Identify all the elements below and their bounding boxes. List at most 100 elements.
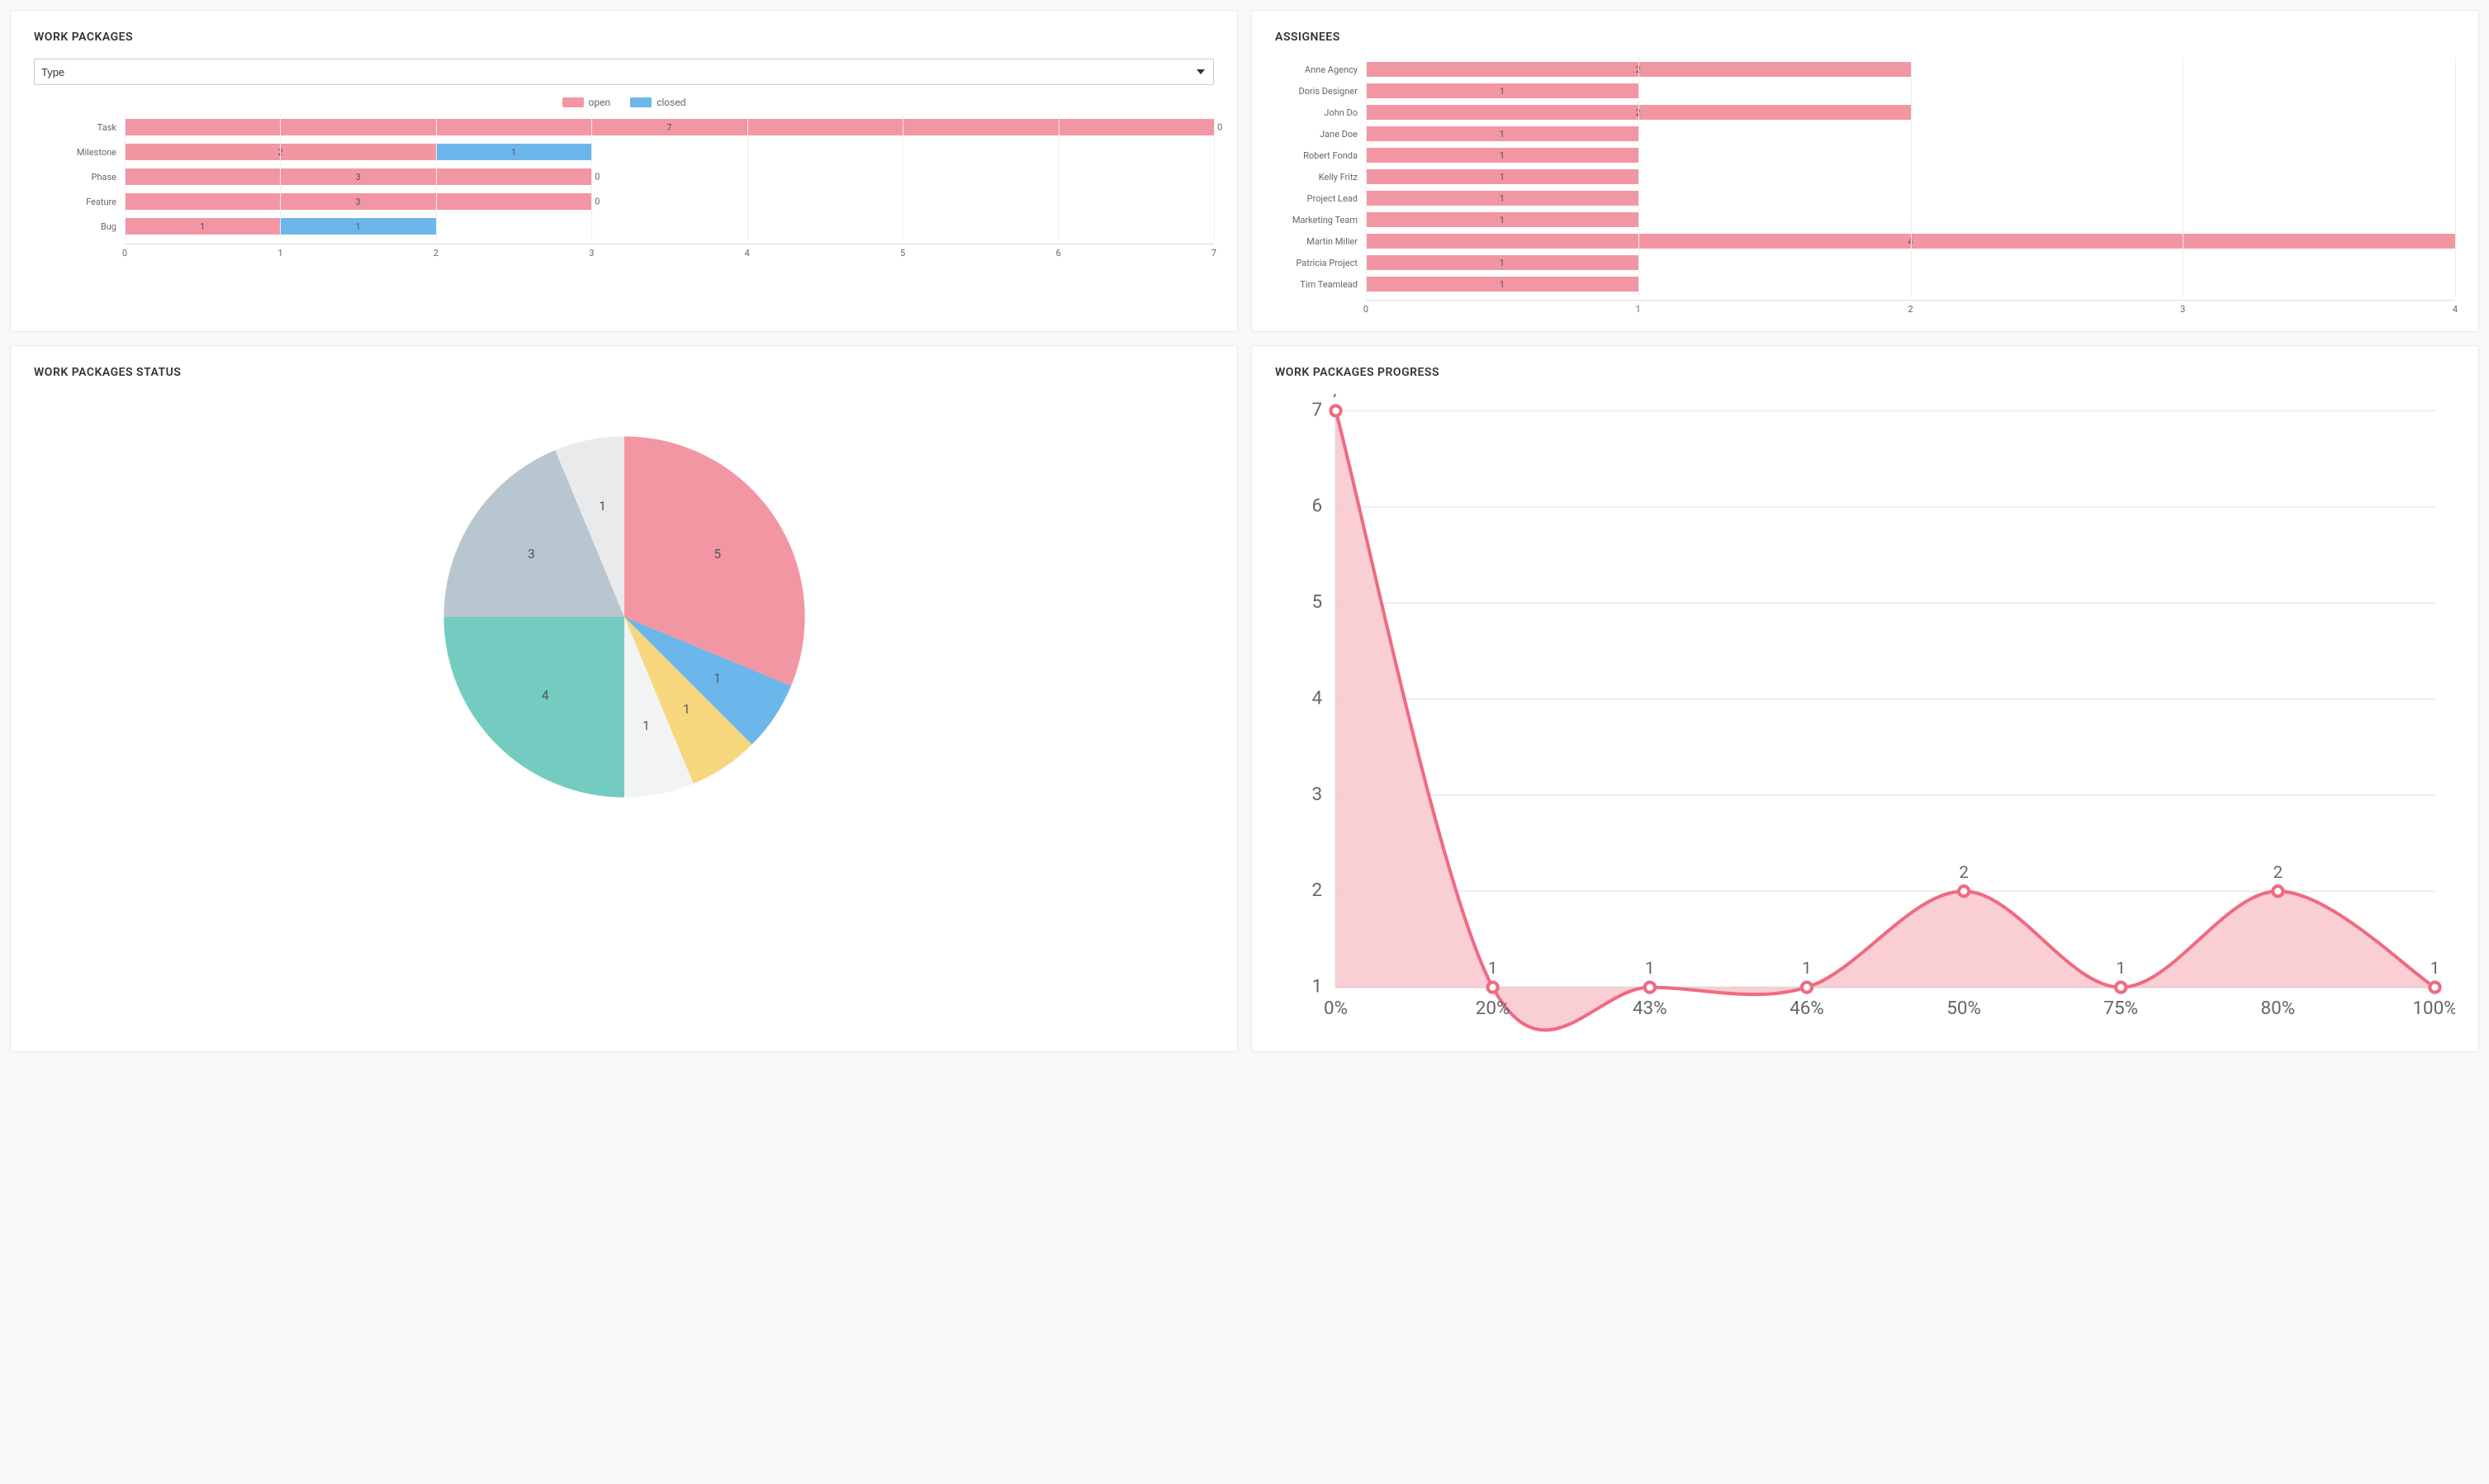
- hbar-track: 1: [1366, 126, 2455, 141]
- hbar-row[interactable]: John Do2: [1275, 102, 2455, 123]
- hbar-row-label: Doris Designer: [1275, 86, 1366, 97]
- hbar-row-label: Phase: [34, 172, 125, 183]
- hbar-row[interactable]: Project Lead1: [1275, 187, 2455, 209]
- x-axis-tick: 1: [277, 248, 282, 258]
- line-point[interactable]: [2273, 886, 2283, 896]
- y-axis-tick: 4: [1312, 687, 1323, 709]
- panel-status: WORK PACKAGES STATUS 5111431: [10, 345, 1238, 1052]
- hbar-row[interactable]: Patricia Project1: [1275, 252, 2455, 273]
- x-axis-tick: 80%: [2261, 998, 2296, 1019]
- x-axis-tick: 5: [900, 248, 905, 258]
- hbar-track: 30: [125, 193, 1214, 210]
- x-axis-tick: 7: [1211, 248, 1216, 258]
- work-packages-legend: open closed: [34, 97, 1214, 108]
- hbar-track: 11: [125, 218, 1214, 235]
- hbar-segment[interactable]: 1: [1366, 126, 1638, 141]
- hbar-segment-closed[interactable]: 1: [436, 144, 591, 160]
- hbar-row[interactable]: Jane Doe1: [1275, 123, 2455, 145]
- hbar-row-label: Martin Miller: [1275, 236, 1366, 247]
- line-point-label: 1: [1488, 958, 1497, 978]
- assignees-chart: Anne Agency2Doris Designer1John Do2Jane …: [1275, 59, 2455, 315]
- hbar-segment[interactable]: 1: [1366, 255, 1638, 270]
- hbar-row-label: Milestone: [34, 147, 125, 158]
- hbar-segment[interactable]: 1: [1366, 148, 1638, 163]
- hbar-row-label: Patricia Project: [1275, 258, 1366, 268]
- hbar-track: 1: [1366, 83, 2455, 98]
- pie-slice-label: 4: [541, 688, 548, 703]
- x-axis-tick: 4: [745, 248, 750, 258]
- status-pie-chart: 5111431: [401, 394, 847, 840]
- x-axis-tick: 75%: [2103, 998, 2138, 1019]
- legend-label: open: [589, 97, 611, 108]
- hbar-segment-open[interactable]: 1: [125, 218, 280, 235]
- line-point[interactable]: [2116, 982, 2126, 992]
- hbar-row[interactable]: Tim Teamlead1: [1275, 273, 2455, 295]
- hbar-row[interactable]: Kelly Fritz1: [1275, 166, 2455, 187]
- hbar-segment-closed[interactable]: 1: [280, 218, 435, 235]
- x-axis-tick: 46%: [1790, 998, 1824, 1019]
- line-point[interactable]: [1645, 982, 1655, 992]
- legend-swatch-open: [562, 97, 584, 107]
- panel-title: WORK PACKAGES: [34, 31, 1214, 44]
- x-axis-tick: 100%: [2412, 998, 2455, 1019]
- hbar-segment[interactable]: 1: [1366, 277, 1638, 292]
- hbar-segment[interactable]: 1: [1366, 169, 1638, 184]
- y-axis-tick: 1: [1312, 976, 1323, 998]
- hbar-row-label: Jane Doe: [1275, 129, 1366, 140]
- x-axis-tick: 3: [589, 248, 594, 258]
- x-axis-tick: 0: [122, 248, 127, 258]
- panel-title: WORK PACKAGES PROGRESS: [1275, 366, 2455, 379]
- hbar-segment[interactable]: 1: [1366, 83, 1638, 98]
- pie-slice-label: 1: [642, 718, 650, 733]
- pie-slice-label: 3: [527, 547, 534, 562]
- x-axis-tick: 0%: [1324, 998, 1348, 1019]
- line-point[interactable]: [2430, 982, 2439, 992]
- hbar-row-label: Feature: [34, 197, 125, 207]
- pie-slice-label: 5: [714, 547, 721, 562]
- hbar-row-label: Marketing Team: [1275, 215, 1366, 225]
- hbar-segment-open[interactable]: 7: [125, 119, 1214, 135]
- hbar-row[interactable]: Milestone21: [34, 140, 1214, 164]
- line-point[interactable]: [1959, 886, 1969, 896]
- hbar-segment[interactable]: 1: [1366, 191, 1638, 206]
- hbar-track: 1: [1366, 212, 2455, 227]
- y-axis-tick: 6: [1312, 495, 1323, 517]
- hbar-row[interactable]: Robert Fonda1: [1275, 145, 2455, 166]
- hbar-row[interactable]: Doris Designer1: [1275, 80, 2455, 102]
- progress-line-chart: 1234567 711121210%20%43%46%50%75%80%100%: [1275, 394, 2455, 1035]
- type-select[interactable]: Type: [34, 59, 1214, 85]
- line-point[interactable]: [1330, 405, 1340, 415]
- hbar-row-label: Project Lead: [1275, 193, 1366, 204]
- pie-slice[interactable]: [443, 617, 624, 798]
- line-point[interactable]: [1802, 982, 1812, 992]
- legend-item-open[interactable]: open: [562, 97, 611, 108]
- line-point-label: 1: [2430, 958, 2439, 978]
- hbar-end-label: 0: [595, 172, 600, 183]
- hbar-segment-open[interactable]: 3: [125, 168, 591, 185]
- panel-title: ASSIGNEES: [1275, 31, 2455, 44]
- x-axis-tick: 20%: [1476, 998, 1510, 1019]
- hbar-row-label: Task: [34, 122, 125, 133]
- hbar-row[interactable]: Marketing Team1: [1275, 209, 2455, 230]
- line-point[interactable]: [1488, 982, 1498, 992]
- legend-item-closed[interactable]: closed: [630, 97, 685, 108]
- hbar-track: 1: [1366, 255, 2455, 270]
- hbar-segment[interactable]: 1: [1366, 212, 1638, 227]
- hbar-row[interactable]: Phase30: [34, 164, 1214, 189]
- legend-label: closed: [657, 97, 685, 108]
- x-axis-tick: 2: [434, 248, 439, 258]
- hbar-row[interactable]: Martin Miller4: [1275, 230, 2455, 252]
- x-axis-tick: 1: [1636, 304, 1641, 315]
- hbar-row-label: Robert Fonda: [1275, 150, 1366, 161]
- x-axis-tick: 2: [1908, 304, 1913, 315]
- hbar-row-label: John Do: [1275, 107, 1366, 118]
- hbar-track: 21: [125, 144, 1214, 160]
- hbar-row[interactable]: Anne Agency2: [1275, 59, 2455, 80]
- panel-assignees: ASSIGNEES Anne Agency2Doris Designer1Joh…: [1251, 10, 2479, 332]
- hbar-row[interactable]: Feature30: [34, 189, 1214, 214]
- hbar-track: 1: [1366, 191, 2455, 206]
- line-point-label: 1: [1802, 958, 1811, 978]
- hbar-row[interactable]: Task70: [34, 115, 1214, 140]
- hbar-row[interactable]: Bug11: [34, 214, 1214, 239]
- hbar-segment-open[interactable]: 3: [125, 193, 591, 210]
